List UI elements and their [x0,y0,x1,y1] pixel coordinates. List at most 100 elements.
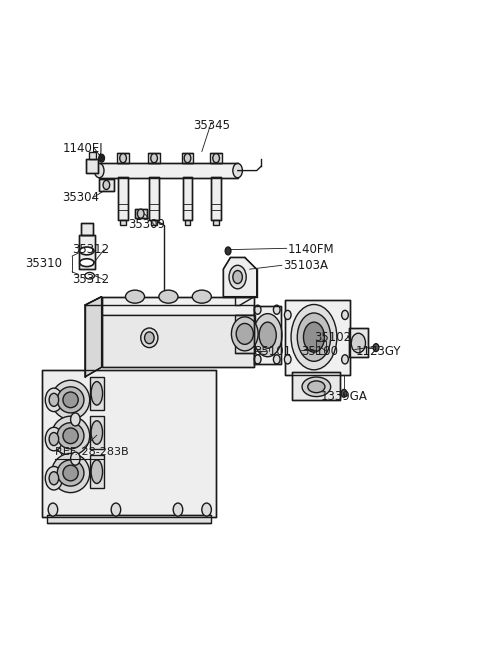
Bar [235,315,255,353]
Ellipse shape [184,154,191,163]
Ellipse shape [274,355,280,364]
Text: 35101: 35101 [254,345,291,358]
Polygon shape [135,209,147,218]
Ellipse shape [125,290,144,303]
Ellipse shape [103,180,110,190]
Bar [148,153,160,163]
Ellipse shape [284,355,291,364]
Bar [99,163,238,178]
Bar [254,306,281,364]
Bar [149,177,159,220]
Ellipse shape [49,432,59,445]
Ellipse shape [51,453,90,493]
Ellipse shape [159,290,178,303]
Bar [118,177,128,220]
Ellipse shape [141,328,158,348]
Ellipse shape [225,247,231,255]
Text: 1140FM: 1140FM [288,243,335,256]
Bar [47,515,211,523]
Ellipse shape [63,428,78,443]
Bar [99,179,114,191]
Ellipse shape [236,323,253,344]
Ellipse shape [91,460,103,483]
Text: 35312: 35312 [72,243,109,256]
Ellipse shape [202,503,211,516]
Polygon shape [223,257,257,297]
Text: 1123GY: 1123GY [356,345,401,358]
Ellipse shape [45,466,62,490]
Ellipse shape [302,377,331,397]
Bar [211,177,221,220]
Bar [89,152,96,159]
Ellipse shape [274,305,280,314]
Bar [117,153,129,163]
Text: 1140EJ: 1140EJ [62,142,103,155]
Ellipse shape [291,304,337,370]
Ellipse shape [341,390,347,398]
Ellipse shape [71,413,80,426]
Ellipse shape [45,427,62,451]
Bar [90,377,104,409]
Ellipse shape [373,344,379,352]
Ellipse shape [91,420,103,444]
Ellipse shape [63,392,78,407]
Ellipse shape [192,290,211,303]
Ellipse shape [254,305,261,314]
Ellipse shape [63,465,78,481]
Text: 1339GA: 1339GA [320,390,367,403]
Ellipse shape [91,382,103,405]
Ellipse shape [48,503,58,516]
Ellipse shape [120,154,126,163]
Ellipse shape [259,322,276,348]
Ellipse shape [57,422,84,449]
Bar [86,159,98,173]
Ellipse shape [51,380,90,419]
Text: 35102: 35102 [314,331,351,344]
Ellipse shape [49,472,59,485]
Ellipse shape [49,394,59,406]
Polygon shape [42,371,216,518]
Ellipse shape [231,317,258,351]
Ellipse shape [233,270,242,283]
Bar [183,177,192,220]
Ellipse shape [57,387,84,413]
Ellipse shape [85,272,95,279]
Ellipse shape [45,388,62,411]
Bar [182,153,193,163]
Ellipse shape [137,209,144,218]
Ellipse shape [297,313,331,361]
Bar [185,220,191,225]
Ellipse shape [80,247,94,255]
Bar [79,236,96,269]
Ellipse shape [351,333,365,353]
Ellipse shape [95,163,104,178]
Ellipse shape [51,416,90,455]
Polygon shape [102,297,254,315]
Bar [213,220,219,225]
Polygon shape [85,297,102,377]
Polygon shape [102,315,254,367]
Ellipse shape [308,381,325,393]
Text: REF. 28-283B: REF. 28-283B [55,447,129,457]
Bar [151,220,157,225]
Text: 35103A: 35103A [283,258,328,272]
Ellipse shape [99,154,105,162]
Ellipse shape [342,310,348,319]
Text: 35310: 35310 [25,258,62,270]
Text: 35309: 35309 [128,218,165,232]
Bar [81,224,93,236]
Bar [349,328,368,358]
Text: 35304: 35304 [62,191,99,204]
Text: REF. 28-283B: REF. 28-283B [55,447,129,457]
Ellipse shape [80,258,94,266]
Ellipse shape [342,355,348,364]
Ellipse shape [71,452,80,465]
Ellipse shape [254,355,261,364]
Ellipse shape [284,310,291,319]
Ellipse shape [303,322,324,352]
Ellipse shape [229,265,246,289]
Text: 35312: 35312 [72,273,109,286]
Ellipse shape [57,460,84,486]
Bar [210,153,222,163]
Ellipse shape [144,332,154,344]
